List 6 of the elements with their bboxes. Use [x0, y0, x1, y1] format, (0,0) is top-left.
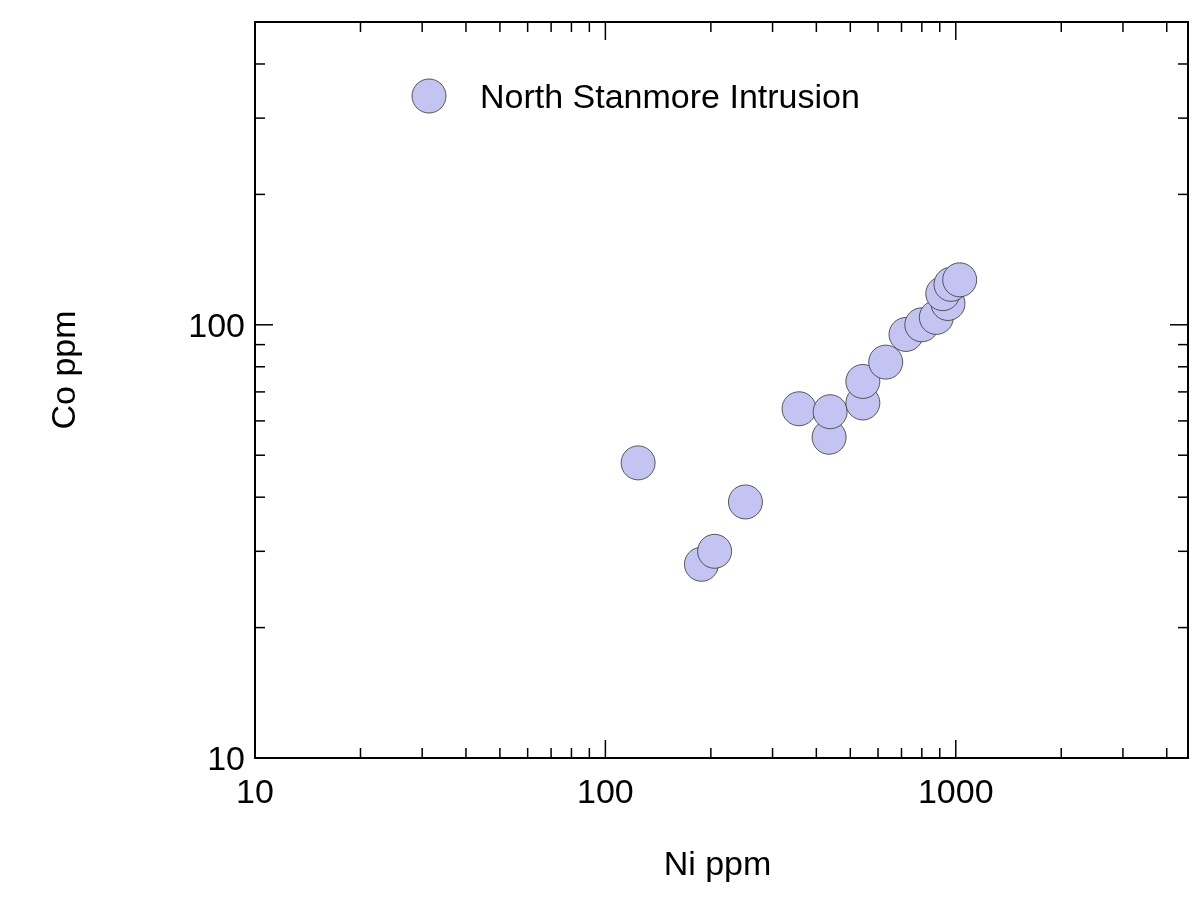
y-axis-title: Co ppm	[44, 310, 82, 430]
x-axis-title: Ni ppm	[663, 844, 772, 882]
x-tick-label: 10	[236, 772, 274, 810]
x-tick-label: 1000	[917, 772, 994, 810]
x-tick-label: 100	[577, 772, 634, 810]
legend-label: North Stanmore Intrusion	[480, 77, 860, 115]
